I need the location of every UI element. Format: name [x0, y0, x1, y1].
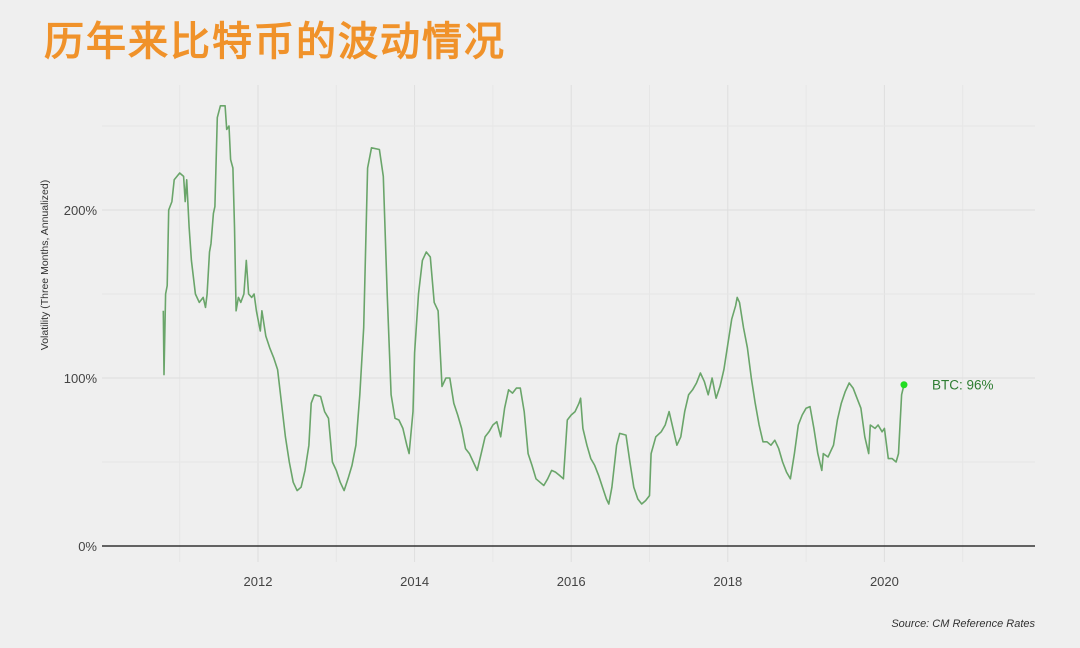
x-tick-label: 2014 [400, 574, 429, 589]
x-tick-label: 2018 [713, 574, 742, 589]
btc-volatility-line [162, 105, 905, 505]
source-caption: Source: CM Reference Rates [891, 618, 1035, 630]
latest-value-label: BTC: 96% [932, 378, 994, 393]
y-tick-label: 0% [78, 539, 97, 554]
latest-value-marker [900, 381, 908, 389]
y-tick-label: 100% [64, 371, 98, 386]
x-tick-label: 2020 [870, 574, 899, 589]
x-tick-label: 2012 [244, 574, 273, 589]
x-tick-label: 2016 [557, 574, 586, 589]
chart-title: 历年来比特币的波动情况 [44, 19, 506, 65]
grid [102, 85, 1035, 562]
y-tick-label: 200% [64, 203, 98, 218]
